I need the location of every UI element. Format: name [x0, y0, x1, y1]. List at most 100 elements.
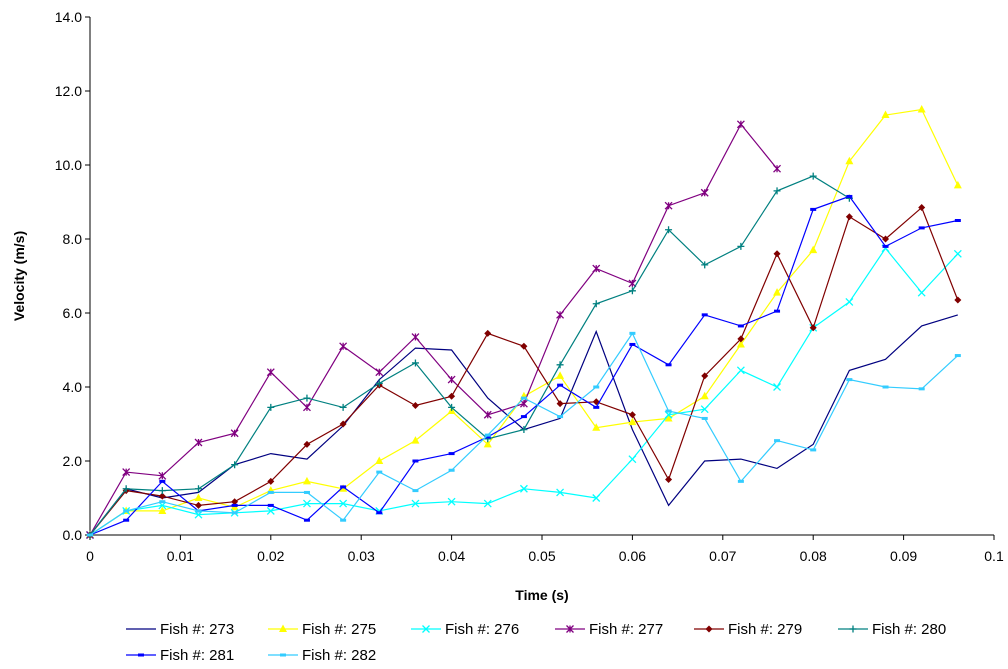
data-point	[159, 479, 166, 483]
data-point	[448, 392, 456, 400]
series-7	[87, 331, 961, 537]
x-tick-label: 0.02	[257, 548, 284, 564]
legend-item: Fish #: 276	[411, 621, 519, 638]
data-point	[556, 488, 565, 497]
legend: Fish #: 273 Fish #: 275 Fish #: 276 Fish #:…	[126, 621, 946, 664]
data-point	[737, 242, 745, 250]
legend-marker	[849, 625, 857, 633]
data-point	[303, 490, 310, 494]
data-point	[303, 394, 311, 402]
data-point	[122, 468, 131, 477]
series-6	[87, 194, 961, 537]
data-point	[376, 511, 383, 515]
data-point	[665, 476, 673, 483]
data-point	[87, 533, 93, 537]
data-point	[593, 385, 600, 389]
data-point	[339, 499, 348, 508]
data-point	[231, 503, 238, 507]
data-point	[846, 194, 853, 198]
data-point	[303, 403, 311, 412]
data-point	[412, 489, 419, 493]
y-tick-label: 12.0	[55, 83, 82, 99]
data-point	[448, 468, 455, 472]
x-axis-ticks: 0 0.01 0.02 0.03 0.04 0.05 0.06 0.07 0.08 0.09 0.1	[86, 535, 1004, 564]
data-point	[917, 288, 926, 297]
legend-item: Fish #: 280	[838, 621, 946, 638]
data-point	[339, 420, 347, 428]
data-point	[701, 416, 708, 420]
x-tick-label: 0.01	[167, 548, 194, 564]
data-point	[592, 300, 600, 308]
data-point	[340, 518, 347, 522]
data-point	[592, 423, 601, 431]
y-axis-ticks: 0.0 2.0 4.0 6.0 8.0 10.0 12.0 14.0	[55, 9, 90, 543]
data-point	[123, 518, 130, 522]
data-point	[412, 459, 419, 463]
series-2	[86, 244, 962, 539]
data-point	[266, 368, 275, 377]
data-point	[665, 363, 672, 367]
legend-item: Fish #: 279	[694, 621, 802, 638]
series-3	[86, 120, 781, 539]
data-point	[845, 156, 854, 165]
data-point	[158, 487, 166, 495]
data-point	[918, 204, 926, 212]
legend-label: Fish #: 281	[160, 647, 234, 664]
data-point	[954, 354, 961, 358]
data-point	[303, 440, 311, 448]
legend-marker	[705, 625, 713, 633]
data-point	[195, 509, 202, 513]
legend-marker	[138, 653, 144, 657]
y-tick-label: 6.0	[63, 305, 83, 321]
data-point	[592, 264, 601, 273]
legend-marker	[280, 653, 286, 657]
data-point	[701, 313, 708, 317]
series-line	[89, 206, 959, 536]
x-tick-label: 0.04	[438, 548, 465, 564]
data-point	[231, 511, 238, 515]
data-point	[411, 436, 420, 444]
data-point	[194, 485, 202, 493]
data-point	[520, 426, 528, 434]
data-point	[411, 402, 419, 409]
series-line	[89, 332, 959, 536]
x-tick-label: 0.1	[984, 548, 1004, 564]
data-point	[158, 471, 167, 480]
data-point	[556, 361, 564, 369]
data-point	[483, 439, 492, 448]
data-point	[375, 368, 384, 377]
data-point	[158, 506, 167, 514]
data-point	[593, 405, 600, 409]
y-axis-title: Velocity (m/s)	[11, 231, 27, 321]
data-point	[810, 448, 817, 452]
data-point	[447, 497, 456, 506]
data-point	[230, 429, 239, 438]
data-point	[628, 287, 636, 295]
data-point	[448, 452, 455, 456]
data-point	[411, 499, 420, 508]
data-point	[664, 201, 673, 210]
data-point	[557, 415, 564, 419]
data-point	[520, 415, 527, 419]
x-tick-label: 0.06	[619, 548, 646, 564]
data-point	[447, 375, 456, 384]
y-tick-label: 14.0	[55, 9, 82, 25]
data-point	[737, 335, 745, 343]
legend-item: Fish #: 275	[268, 621, 376, 638]
x-tick-label: 0.07	[709, 548, 736, 564]
data-point	[701, 372, 709, 380]
data-point	[737, 324, 744, 328]
series-line	[89, 123, 778, 536]
legend-label: Fish #: 279	[728, 621, 802, 638]
data-point	[267, 403, 275, 411]
data-point	[231, 498, 239, 506]
data-point	[411, 359, 419, 367]
data-point	[701, 261, 709, 269]
legend-label: Fish #: 273	[160, 621, 234, 638]
data-point	[158, 492, 166, 500]
data-point	[339, 342, 348, 351]
data-point	[267, 503, 274, 507]
data-point	[773, 187, 781, 195]
x-tick-label: 0.08	[800, 548, 827, 564]
data-point	[483, 410, 492, 419]
